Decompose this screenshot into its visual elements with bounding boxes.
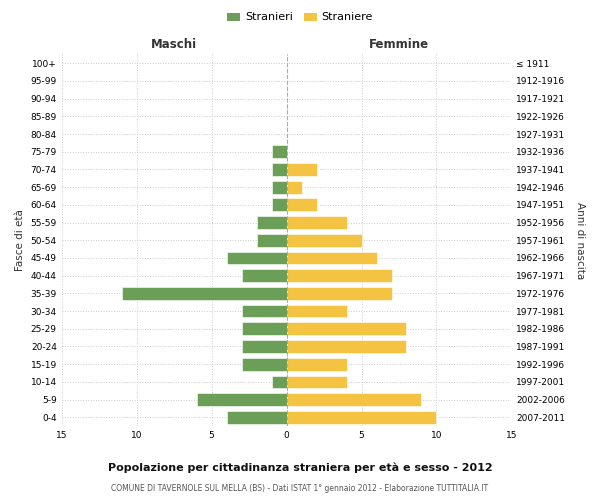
Bar: [287, 287, 392, 300]
Bar: [287, 322, 406, 335]
Bar: [242, 270, 287, 282]
Bar: [227, 411, 287, 424]
Bar: [242, 322, 287, 335]
Bar: [257, 234, 287, 246]
Bar: [287, 198, 317, 211]
Y-axis label: Fasce di età: Fasce di età: [15, 210, 25, 271]
Y-axis label: Anni di nascita: Anni di nascita: [575, 202, 585, 279]
Bar: [287, 216, 347, 229]
Bar: [197, 393, 287, 406]
Bar: [287, 411, 436, 424]
Bar: [122, 287, 287, 300]
Bar: [272, 146, 287, 158]
Bar: [287, 376, 347, 388]
Bar: [257, 216, 287, 229]
Bar: [242, 340, 287, 353]
Bar: [242, 358, 287, 370]
Bar: [272, 163, 287, 176]
Bar: [287, 234, 362, 246]
Text: Femmine: Femmine: [369, 38, 429, 51]
Bar: [272, 198, 287, 211]
Bar: [287, 252, 377, 264]
Text: Maschi: Maschi: [151, 38, 197, 51]
Bar: [287, 358, 347, 370]
Text: COMUNE DI TAVERNOLE SUL MELLA (BS) - Dati ISTAT 1° gennaio 2012 - Elaborazione T: COMUNE DI TAVERNOLE SUL MELLA (BS) - Dat…: [112, 484, 488, 493]
Bar: [287, 270, 392, 282]
Bar: [242, 304, 287, 318]
Bar: [287, 181, 302, 194]
Bar: [287, 393, 421, 406]
Bar: [287, 304, 347, 318]
Bar: [272, 376, 287, 388]
Legend: Stranieri, Straniere: Stranieri, Straniere: [223, 8, 377, 27]
Text: Popolazione per cittadinanza straniera per età e sesso - 2012: Popolazione per cittadinanza straniera p…: [107, 462, 493, 473]
Bar: [287, 163, 317, 176]
Bar: [272, 181, 287, 194]
Bar: [227, 252, 287, 264]
Bar: [287, 340, 406, 353]
